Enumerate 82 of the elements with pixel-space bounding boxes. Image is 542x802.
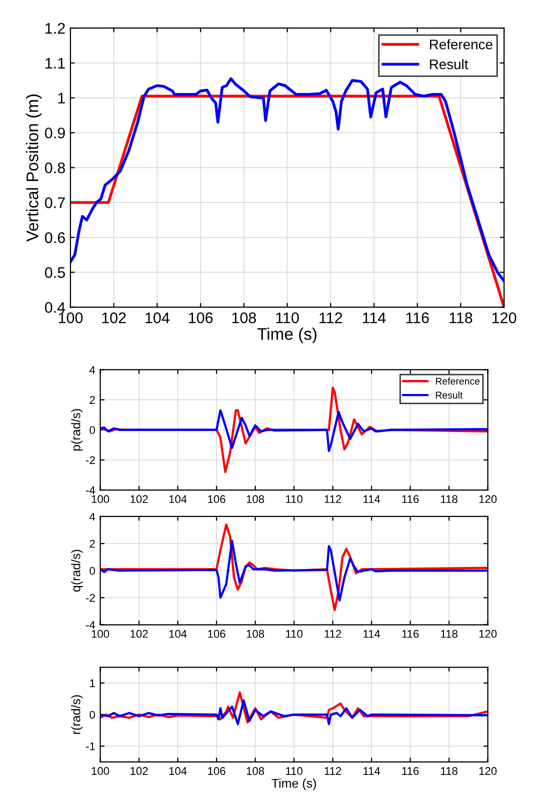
x-tick-label: 116 bbox=[402, 630, 419, 638]
x-axis-title: Time (s) bbox=[272, 778, 316, 790]
x-tick-label: 120 bbox=[479, 630, 497, 638]
y-tick-label: 0.6 bbox=[44, 232, 65, 244]
x-tick-label: 102 bbox=[130, 630, 148, 638]
y-axis-title: q(rad/s) bbox=[71, 550, 83, 592]
x-tick-label: 104 bbox=[169, 630, 187, 638]
x-tick-label: 104 bbox=[169, 767, 187, 775]
y-tick-label: 1 bbox=[58, 92, 65, 104]
x-tick-label: 102 bbox=[102, 312, 126, 324]
legend-label: Reference bbox=[430, 39, 492, 50]
y-tick-label: -4 bbox=[86, 621, 96, 629]
y-axis-title: p(rad/s) bbox=[71, 409, 83, 451]
line-series bbox=[100, 699, 488, 726]
y-tick-label: -1 bbox=[86, 742, 95, 750]
y-tick-label: 0.7 bbox=[44, 197, 65, 208]
x-tick-label: 114 bbox=[364, 495, 380, 503]
line-series bbox=[70, 77, 504, 282]
x-tick-label: 110 bbox=[276, 312, 299, 324]
x-tick-label: 108 bbox=[246, 630, 264, 638]
x-tick-label: 120 bbox=[479, 495, 497, 504]
y-tick-label: 0 bbox=[90, 710, 95, 719]
x-tick-label: 112 bbox=[320, 312, 342, 324]
x-tick-label: 100 bbox=[92, 495, 110, 504]
x-tick-label: 112 bbox=[324, 495, 342, 503]
y-tick-label: 4 bbox=[89, 512, 96, 521]
y-tick-label: 0.9 bbox=[44, 128, 65, 138]
x-tick-label: 120 bbox=[492, 312, 516, 324]
x-tick-label: 110 bbox=[286, 767, 302, 775]
y-tick-label: 0 bbox=[90, 426, 95, 434]
y-tick-label: 4 bbox=[89, 366, 96, 374]
line-series bbox=[100, 409, 488, 452]
x-tick-label: 106 bbox=[188, 312, 213, 324]
y-tick-label: 1 bbox=[90, 679, 95, 688]
x-tick-label: 106 bbox=[208, 767, 226, 775]
y-tick-label: -2 bbox=[86, 594, 95, 602]
legend-label: Result bbox=[430, 59, 468, 70]
x-axis-title: Time (s) bbox=[257, 328, 316, 344]
y-tick-label: -4 bbox=[86, 486, 96, 494]
y-tick-label: 1.2 bbox=[46, 22, 65, 34]
x-tick-label: 108 bbox=[232, 312, 256, 324]
x-tick-label: 120 bbox=[479, 767, 497, 775]
line-series bbox=[100, 691, 488, 724]
x-tick-label: 104 bbox=[146, 312, 170, 324]
x-tick-label: 102 bbox=[130, 767, 148, 775]
x-tick-label: 116 bbox=[406, 312, 429, 324]
x-tick-label: 112 bbox=[324, 630, 342, 638]
y-tick-label: 0 bbox=[90, 566, 95, 575]
x-tick-label: 100 bbox=[92, 630, 110, 638]
x-tick-label: 106 bbox=[208, 630, 226, 638]
x-tick-label: 106 bbox=[208, 495, 226, 504]
x-tick-label: 102 bbox=[130, 495, 148, 504]
x-tick-label: 118 bbox=[441, 630, 458, 638]
x-tick-label: 118 bbox=[450, 312, 472, 324]
y-axis-title: r(rad/s) bbox=[71, 695, 83, 734]
legend-label: Reference bbox=[436, 378, 480, 385]
x-tick-label: 116 bbox=[402, 495, 419, 504]
y-tick-label: 1.1 bbox=[46, 58, 65, 68]
x-tick-label: 100 bbox=[92, 767, 110, 775]
x-tick-label: 118 bbox=[441, 767, 458, 775]
x-tick-label: 108 bbox=[246, 767, 264, 775]
line-series bbox=[100, 524, 488, 611]
x-tick-label: 114 bbox=[362, 312, 386, 324]
y-tick-label: 0.8 bbox=[44, 162, 65, 174]
x-tick-label: 104 bbox=[169, 495, 187, 504]
x-tick-label: 118 bbox=[441, 495, 458, 504]
x-tick-label: 114 bbox=[364, 630, 380, 638]
legend-label: Result bbox=[436, 391, 463, 399]
y-tick-label: 0.4 bbox=[44, 302, 66, 313]
x-tick-label: 100 bbox=[58, 312, 83, 324]
y-tick-label: -2 bbox=[86, 456, 95, 464]
y-tick-label: 2 bbox=[90, 540, 95, 548]
x-tick-label: 110 bbox=[286, 495, 302, 504]
x-tick-label: 108 bbox=[246, 495, 264, 504]
line-series bbox=[100, 540, 488, 602]
y-tick-label: 2 bbox=[90, 396, 95, 404]
x-tick-label: 110 bbox=[286, 630, 302, 638]
x-tick-label: 112 bbox=[324, 767, 342, 775]
y-tick-label: 0.5 bbox=[44, 267, 65, 278]
y-axis-title: Vertical Position (m) bbox=[26, 94, 42, 242]
x-tick-label: 114 bbox=[364, 767, 380, 775]
x-tick-label: 116 bbox=[402, 767, 419, 775]
